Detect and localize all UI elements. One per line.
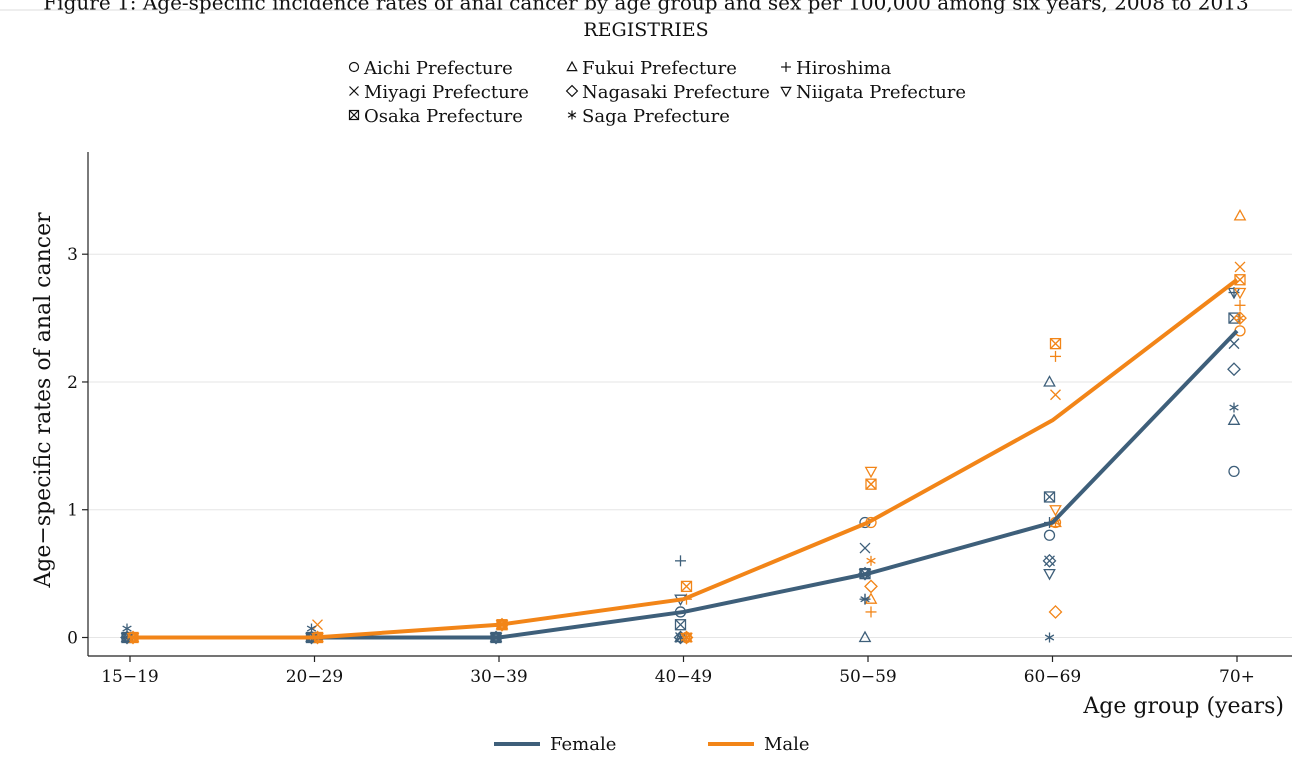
grid-lines <box>88 253 1292 638</box>
series-lines <box>130 278 1239 640</box>
legend-label: Male <box>764 734 810 755</box>
marker-niigata-prefecture-male-5 <box>1049 505 1062 517</box>
marker-saga-prefecture-female-5 <box>1044 632 1055 643</box>
legend-marker <box>566 60 578 72</box>
x-axis-label: Age group (years) <box>1082 694 1284 719</box>
marker-osaka-prefecture-male-4 <box>865 478 877 490</box>
marker-saga-prefecture-male-4 <box>866 555 876 566</box>
legend-item-osaka-prefecture: Osaka Prefecture <box>348 106 523 127</box>
x-tick-label: 40−49 <box>655 667 713 687</box>
marker-aichi-prefecture-female-6 <box>1228 465 1240 478</box>
x-tick-label: 30−39 <box>470 667 528 687</box>
marker-nagasaki-prefecture-female-6 <box>1227 362 1241 377</box>
marker-hiroshima-female-4 <box>859 593 871 605</box>
legend-item-miyagi-prefecture: Miyagi Prefecture <box>349 82 529 103</box>
marker-niigata-prefecture-male-4 <box>864 466 878 479</box>
legend-label: Saga Prefecture <box>582 106 730 127</box>
legend-item-male: Male <box>708 734 810 755</box>
marker-fukui-prefecture-female-6 <box>1227 413 1241 425</box>
marker-miyagi-prefecture-male-6 <box>1234 261 1246 273</box>
y-tick-label: 1 <box>67 501 78 521</box>
registry-markers <box>120 209 1247 645</box>
marker-nagasaki-prefecture-female-5 <box>1042 553 1057 568</box>
marker-saga-prefecture-male-3 <box>681 632 692 643</box>
x-tick-label: 15−19 <box>101 667 159 687</box>
chart-title: Figure 1: Age-specific incidence rates o… <box>43 0 1248 15</box>
y-tick-label: 0 <box>67 629 78 649</box>
marker-osaka-prefecture-female-5 <box>1043 491 1056 503</box>
marker-hiroshima-female-3 <box>675 555 686 567</box>
legend-item-hiroshima: Hiroshima <box>781 58 892 79</box>
legend-marker <box>565 84 579 98</box>
legend-label: Fukui Prefecture <box>582 58 737 79</box>
y-tick-label: 3 <box>67 245 78 265</box>
sex-legend: Female Male <box>494 734 810 755</box>
legend-item-niigata-prefecture: Niigata Prefecture <box>780 82 966 103</box>
marker-hiroshima-male-5 <box>1050 350 1061 362</box>
marker-miyagi-prefecture-female-5 <box>1044 555 1055 567</box>
x-tick-label: 70+ <box>1219 667 1255 687</box>
marker-fukui-prefecture-male-4 <box>864 592 878 604</box>
legend-marker <box>348 109 360 121</box>
axes: 0 1 2 3 15−19 20−29 30−39 40−49 50−59 60−69 70+ <box>67 152 1292 687</box>
marker-niigata-prefecture-female-6 <box>1227 287 1241 300</box>
marker-osaka-prefecture-male-3 <box>680 580 693 593</box>
y-tick-label: 2 <box>67 373 78 393</box>
legend-item-aichi-prefecture: Aichi Prefecture <box>348 58 513 79</box>
marker-niigata-prefecture-male-6 <box>1233 287 1247 300</box>
legend-label: Aichi Prefecture <box>363 58 513 79</box>
legend-label: Niigata Prefecture <box>796 82 966 103</box>
legend-label: Nagasaki Prefecture <box>582 82 770 103</box>
legend-label: Miyagi Prefecture <box>364 82 529 103</box>
marker-fukui-prefecture-female-5 <box>1043 375 1056 387</box>
marker-saga-prefecture-female-1 <box>306 623 317 634</box>
marker-niigata-prefecture-female-5 <box>1043 568 1056 581</box>
marker-saga-prefecture-male-6 <box>1235 313 1245 324</box>
marker-miyagi-prefecture-female-4 <box>859 542 871 554</box>
legend-top-title: REGISTRIES <box>583 19 708 41</box>
line-male <box>130 278 1239 640</box>
legend-item-nagasaki-prefecture: Nagasaki Prefecture <box>565 82 770 103</box>
marker-fukui-prefecture-female-4 <box>858 630 872 643</box>
marker-aichi-prefecture-female-5 <box>1043 529 1056 541</box>
legend-marker <box>349 86 359 96</box>
legend-label: Female <box>550 734 616 755</box>
legend-item-saga-prefecture: Saga Prefecture <box>567 106 730 127</box>
marker-osaka-prefecture-female-3 <box>674 619 687 631</box>
legend-label: Osaka Prefecture <box>364 106 523 127</box>
legend-marker <box>781 62 791 72</box>
legend-item-fukui-prefecture: Fukui Prefecture <box>566 58 737 79</box>
legend-marker <box>348 61 360 73</box>
registries-legend: Aichi Prefecture Miyagi Prefecture Osaka P… <box>348 58 966 127</box>
marker-hiroshima-male-4 <box>865 606 877 618</box>
legend-label: Hiroshima <box>796 58 892 79</box>
x-tick-label: 60−69 <box>1024 667 1082 687</box>
legend-marker <box>567 110 577 120</box>
marker-miyagi-prefecture-male-1 <box>312 619 323 631</box>
y-axis-label: Age−specific rates of anal cancer <box>31 212 56 589</box>
marker-osaka-prefecture-male-5 <box>1049 337 1062 350</box>
marker-hiroshima-male-6 <box>1234 299 1246 311</box>
marker-fukui-prefecture-male-6 <box>1233 209 1247 221</box>
marker-nagasaki-prefecture-male-4 <box>864 579 878 594</box>
marker-saga-prefecture-female-6 <box>1229 402 1239 413</box>
marker-miyagi-prefecture-male-5 <box>1050 389 1061 401</box>
marker-niigata-prefecture-male-3 <box>680 632 693 645</box>
legend-item-female: Female <box>494 734 616 755</box>
x-tick-label: 50−59 <box>839 667 897 687</box>
marker-nagasaki-prefecture-male-5 <box>1048 605 1063 619</box>
marker-niigata-prefecture-female-0 <box>120 632 134 645</box>
marker-saga-prefecture-female-0 <box>122 623 132 634</box>
legend-marker <box>780 86 792 98</box>
x-tick-label: 20−29 <box>286 667 344 687</box>
